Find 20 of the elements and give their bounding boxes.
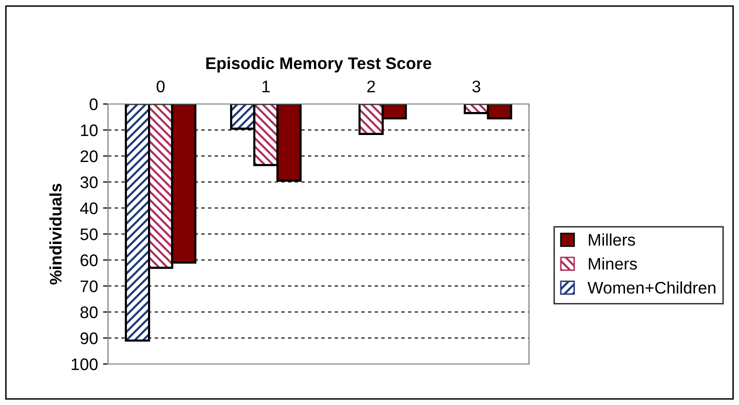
y-tick-label: 70: [80, 280, 98, 292]
y-tick-label: 40: [80, 202, 98, 214]
y-tick-label: 50: [80, 228, 98, 240]
y-tick-label: 80: [80, 306, 98, 318]
y-tick-label: 90: [80, 332, 98, 344]
x-tick-label: 2: [367, 80, 375, 92]
legend-label: Millers: [588, 234, 636, 246]
x-tick-label: 3: [472, 80, 480, 92]
x-axis-title: Episodic Memory Test Score: [206, 56, 432, 72]
y-tick-label: 0: [90, 98, 98, 110]
legend-label: Women+Children: [588, 281, 716, 294]
x-tick-label: 0: [156, 80, 165, 92]
legend-label: Miners: [588, 257, 637, 270]
y-tick-label: 10: [81, 124, 98, 136]
y-tick-label: 30: [80, 176, 98, 188]
y-tick-label: 20: [80, 150, 98, 162]
y-tick-label: 60: [80, 254, 98, 266]
y-axis-title: %individuals: [49, 184, 62, 285]
x-tick-label: 1: [262, 80, 270, 92]
y-tick-label: 100: [72, 358, 98, 370]
